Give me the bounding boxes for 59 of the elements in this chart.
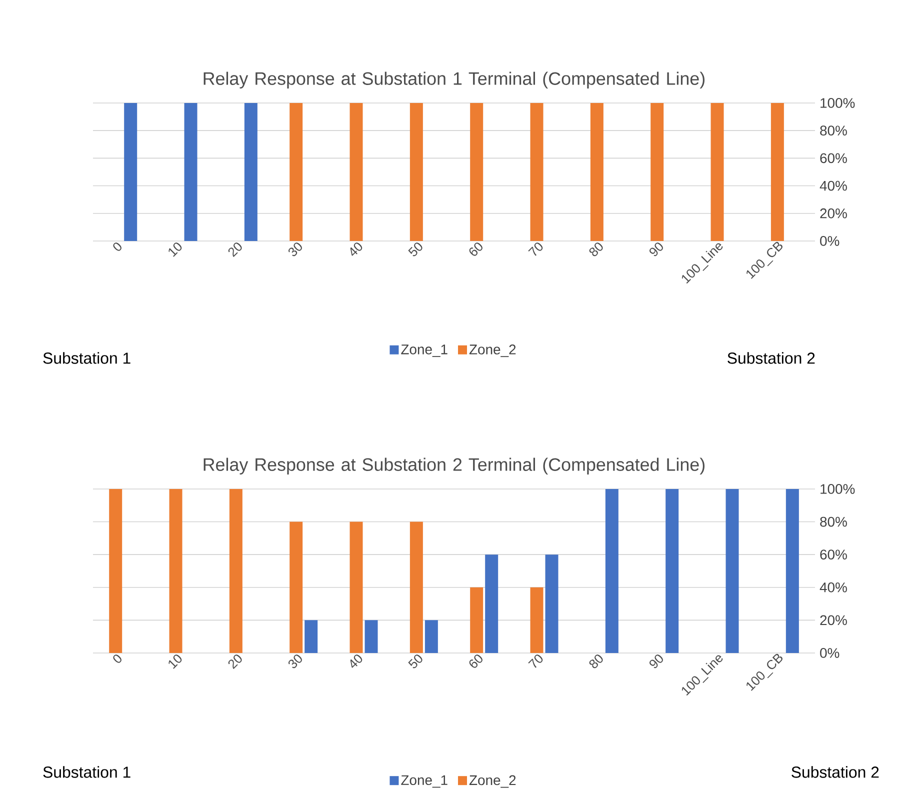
x-tick-label: 50 xyxy=(408,654,422,668)
x-tick-label: 0 xyxy=(113,654,122,663)
x-tick-label: 90 xyxy=(650,242,663,256)
bar xyxy=(350,522,363,653)
x-tick-label: 60 xyxy=(469,654,482,668)
x-tick-label: 20 xyxy=(228,654,242,670)
y-tick-label: 80% xyxy=(820,126,847,136)
legend-label: Zone_1 xyxy=(401,775,448,788)
y-tick-label: 0% xyxy=(820,648,840,658)
x-tick-label: 40 xyxy=(350,242,362,256)
y-tick-label: 60% xyxy=(820,550,847,560)
x-tick-label: 60 xyxy=(469,242,482,256)
text: Substation 1 xyxy=(43,766,130,778)
text: Substation 2 xyxy=(792,766,879,778)
bar xyxy=(109,488,122,653)
y-tick-label: 40% xyxy=(820,582,847,592)
bar xyxy=(605,488,618,653)
legend-label: Zone_1 xyxy=(401,344,448,357)
bar xyxy=(229,488,242,653)
x-tick-label: 0 xyxy=(113,242,122,251)
bar xyxy=(530,587,544,653)
legend-label: Zone_2 xyxy=(469,344,516,358)
x-tick-label: 10 xyxy=(168,242,182,257)
y-tick-label: 80% xyxy=(820,516,847,527)
x-tick-label: 40 xyxy=(350,654,362,668)
x-tick-label: 80 xyxy=(589,654,603,668)
text: Substation 1 xyxy=(43,352,130,364)
bar xyxy=(304,620,318,653)
bar xyxy=(470,587,484,653)
y-tick-label: 20% xyxy=(820,208,847,218)
y-tick-label: 40% xyxy=(820,180,847,191)
x-tick-label: 30 xyxy=(288,242,302,256)
x-tick-label: 10 xyxy=(168,654,182,669)
legend-label: Zone_2 xyxy=(469,775,516,788)
bar xyxy=(364,620,378,653)
y-tick-label: 100% xyxy=(820,98,855,108)
x-tick-label: 30 xyxy=(288,654,302,668)
x-tick-label: 90 xyxy=(650,654,663,668)
x-tick-label: 50 xyxy=(408,242,422,256)
chart-title: Relay Response at Substation 2 Terminal (Compensated Line) xyxy=(204,458,704,474)
bar xyxy=(726,488,739,653)
chart-title: Relay Response at Substation 1 Terminal (Compensated Line) xyxy=(204,72,704,88)
text: Substation 2 xyxy=(728,352,815,364)
bar xyxy=(485,554,498,653)
y-tick-label: 0% xyxy=(820,236,840,246)
x-tick-label: 70 xyxy=(528,654,543,668)
bar xyxy=(666,488,679,653)
bar xyxy=(424,620,438,653)
bar xyxy=(290,522,303,653)
bar xyxy=(786,488,799,653)
y-tick-label: 100% xyxy=(820,484,855,494)
x-tick-label: 70 xyxy=(528,242,543,256)
x-tick-label: 80 xyxy=(589,242,603,256)
bar xyxy=(169,488,182,653)
x-tick-label: 20 xyxy=(228,242,242,258)
y-tick-label: 20% xyxy=(820,615,847,626)
bar xyxy=(545,554,558,653)
y-tick-label: 60% xyxy=(820,153,847,164)
bar xyxy=(410,522,423,653)
